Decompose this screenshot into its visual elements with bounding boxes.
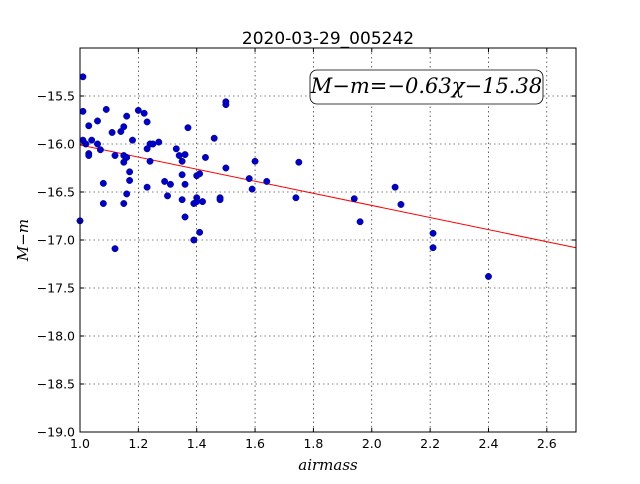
x-tick-label: 1.6 — [245, 436, 265, 451]
x-tick-label: 1.2 — [128, 436, 148, 451]
data-point — [391, 183, 399, 191]
data-point — [120, 123, 128, 131]
data-point — [210, 134, 218, 142]
data-point — [429, 229, 437, 237]
data-point — [350, 195, 358, 203]
y-tick-label: −16.5 — [37, 185, 75, 200]
data-point — [140, 109, 148, 117]
data-point — [161, 177, 169, 185]
data-point — [79, 107, 87, 115]
data-point — [143, 118, 151, 126]
data-point — [134, 106, 142, 114]
y-tick-label: −17.0 — [37, 233, 75, 248]
x-tick-label: 1.8 — [303, 436, 323, 451]
data-point — [184, 124, 192, 132]
data-point — [126, 177, 134, 184]
data-point — [94, 140, 101, 148]
data-point — [146, 157, 154, 165]
data-point — [216, 196, 224, 204]
data-point — [85, 122, 93, 130]
plot-area: 1.0 1.2 1.4 1.6 1.8 2.0 2.2 2.4 2.6 −15.5 −16.0 −16… — [37, 47, 577, 451]
data-point — [196, 228, 204, 236]
data-point — [111, 152, 119, 159]
data-point — [190, 236, 198, 244]
data-point — [149, 140, 157, 148]
data-point — [99, 179, 107, 187]
fit-line — [79, 144, 577, 249]
y-axis-title: M−m — [14, 219, 32, 262]
x-tick-label: 2.6 — [537, 436, 557, 451]
data-point — [193, 198, 201, 206]
data-point — [181, 213, 189, 221]
data-point — [164, 192, 171, 200]
equation-box — [309, 69, 544, 105]
data-point — [143, 183, 151, 191]
data-point — [99, 200, 107, 207]
y-tick-label: −19.0 — [37, 425, 75, 440]
data-point — [181, 180, 189, 188]
y-tick-label: −17.5 — [37, 281, 75, 296]
equation-annotation: M−m=−0.63χ−15.38 — [310, 74, 542, 98]
data-point — [178, 171, 186, 179]
y-tick-label: −18.5 — [37, 377, 75, 392]
data-point — [295, 158, 303, 166]
y-tick-label: −18.0 — [37, 329, 75, 344]
data-point — [429, 244, 437, 252]
data-point — [120, 200, 128, 207]
y-tick-label: −16.0 — [37, 137, 75, 152]
data-point — [129, 136, 136, 144]
data-point — [102, 105, 110, 113]
x-tick-label: 2.4 — [479, 436, 499, 451]
y-tick-label: −15.5 — [37, 89, 75, 104]
data-point — [196, 170, 204, 178]
x-axis-title: airmass — [298, 456, 358, 474]
data-point — [108, 129, 116, 136]
data-point — [172, 145, 180, 153]
data-point — [397, 201, 405, 208]
data-point — [263, 177, 271, 185]
data-point — [155, 138, 163, 146]
data-point — [202, 153, 209, 161]
data-point — [178, 157, 186, 165]
data-point — [356, 218, 364, 226]
data-point — [123, 112, 131, 120]
x-tick-label: 2.2 — [420, 436, 440, 451]
data-point — [111, 245, 119, 253]
data-point — [181, 151, 189, 159]
data-point — [85, 152, 93, 159]
data-point — [248, 185, 256, 193]
data-point — [245, 175, 253, 183]
data-point — [94, 117, 101, 125]
data-point — [96, 146, 104, 154]
data-point — [485, 273, 492, 280]
data-point — [178, 196, 186, 204]
data-point — [88, 136, 96, 144]
data-point — [123, 153, 131, 161]
x-tick-label: 2.0 — [362, 436, 382, 451]
x-tick-label: 1.0 — [70, 436, 90, 451]
data-point — [79, 73, 87, 81]
data-point — [292, 194, 300, 202]
data-point — [175, 152, 183, 159]
data-point — [166, 180, 174, 188]
data-point — [123, 190, 131, 198]
data-point — [222, 101, 230, 109]
data-point — [199, 198, 206, 206]
data-point — [126, 168, 134, 176]
chart-title: 2020-03-29_005242 — [242, 29, 414, 49]
data-point — [222, 164, 230, 172]
x-tick-label: 1.4 — [187, 436, 207, 451]
data-point — [251, 157, 259, 165]
